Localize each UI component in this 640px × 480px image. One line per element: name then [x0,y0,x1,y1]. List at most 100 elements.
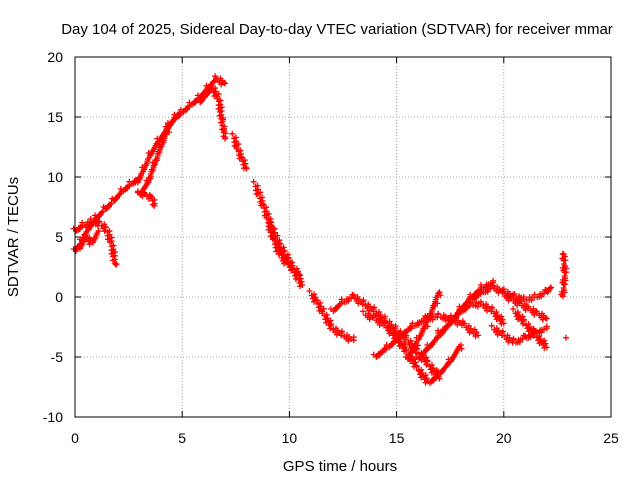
track-k-point [317,299,324,306]
track-q-point [477,298,484,305]
track-i-point [285,254,292,261]
track-n-point [408,325,415,332]
track-j-point [293,265,300,272]
track-i-point [298,278,305,285]
track-g-point [198,98,205,105]
x-tick-label: 15 [389,430,405,446]
track-f-point [148,194,155,201]
track-k-point [311,291,318,298]
track-n-point [435,310,442,317]
track-u-point [507,294,514,300]
track-l-point [428,362,435,368]
y-tick-label: 0 [55,289,63,305]
track-a-point [112,196,119,203]
track-f-point [141,189,148,196]
track-k-point [312,296,319,303]
track-o-point [430,302,437,309]
track-p-point [429,341,436,348]
track-l-point [423,361,430,368]
track-e-point [148,166,155,173]
track-m-point [418,366,425,373]
track-f-point [147,193,154,200]
track-m-point [449,354,456,361]
track-u-point [525,303,532,310]
track-o-point [406,351,413,358]
track-h-point [243,165,250,172]
track-m-point [381,320,388,327]
track-s-point [488,322,495,329]
track-t-point [526,323,533,330]
track-o-point [410,344,417,351]
track-e-point [155,148,162,155]
track-a-point [97,211,104,218]
track-d-point [153,140,160,147]
track-h-point [238,154,245,161]
track-m-point [391,328,398,335]
track-r-point [484,288,491,295]
track-r-point [488,282,495,288]
track-h-point [229,130,236,137]
track-l-point [360,298,367,305]
track-v-point [560,276,567,283]
track-l-point [333,305,340,312]
track-t-point [510,306,517,312]
track-r-point [544,289,551,296]
track-c-point [86,241,93,248]
track-m-point [386,323,393,330]
x-tick-label: 20 [496,430,512,446]
track-k-point [350,337,357,344]
track-r-point [473,294,480,301]
track-e-point [164,125,171,132]
track-r-point [545,287,552,294]
y-tick-label: 5 [55,229,63,245]
track-n-point [473,329,480,336]
track-d-point [149,148,156,155]
track-g-point [214,93,221,100]
y-tick-label: -10 [43,409,63,425]
track-r-point [538,293,545,300]
track-e-point [157,144,164,151]
track-r-point [541,290,547,297]
track-s-point [516,339,523,345]
track-i-point [297,275,304,282]
track-d-point [135,175,142,182]
track-f-point [134,188,141,195]
tick-layer: 0 5 10 15 20 25 -10 -5 0 5 10 15 20 [43,49,619,446]
track-q-point [441,327,448,334]
track-d-point [220,79,227,86]
track-i-point [259,200,266,207]
track-t-point [516,311,523,318]
track-j-point [295,268,302,275]
track-e-point [166,129,173,136]
track-q-point [488,306,495,312]
track-l-point [345,298,352,305]
track-d-point [210,78,217,85]
track-i-point [299,282,306,288]
track-j-point [263,214,270,221]
track-l-point [349,291,356,298]
track-q-point [493,308,500,315]
track-n-point [376,352,383,359]
track-n-point [475,332,482,339]
track-j-point [289,262,296,269]
track-j-point [296,271,303,278]
track-d-point [183,106,190,113]
track-t-point [514,308,521,315]
track-q-point [450,317,457,324]
track-t-point [541,337,548,344]
track-s-point [541,326,547,333]
data-points-layer [70,73,570,387]
track-q-point [499,316,506,323]
track-k-point [338,330,345,336]
x-tick-label: 10 [282,430,298,446]
track-h-point [233,144,240,150]
track-k-point [319,308,326,315]
track-g-point [207,81,214,88]
track-q-point [462,306,469,313]
track-b-point [87,216,94,222]
track-m-point [457,342,464,348]
track-q-point [455,311,462,318]
track-l-point [423,354,430,361]
track-j-point [297,272,304,279]
track-d-point [158,134,165,141]
